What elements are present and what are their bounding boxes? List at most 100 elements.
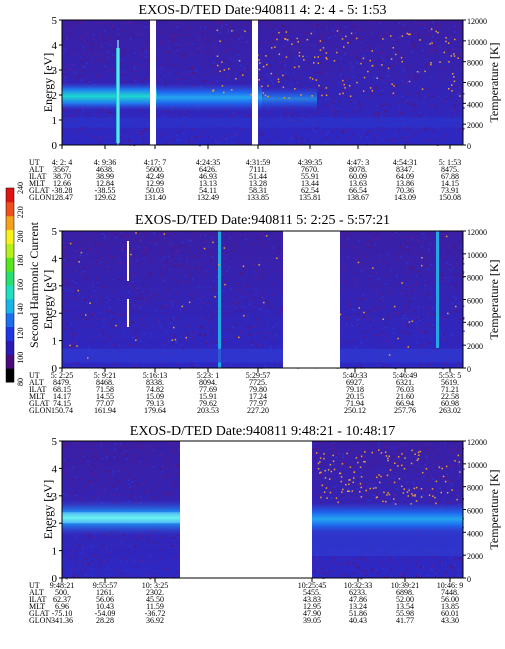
y2-tick-label: 12000: [467, 17, 487, 26]
energy-band: [62, 40, 463, 145]
colorbar: 80 100 120 140 160 180 200 220 240 Second Harmoni…: [5, 182, 41, 386]
ephemeris-table: UT 4: 2: 4 4: 9:36 4:17: 7 4:24:35 4:31:59 4:3…: [29, 158, 461, 202]
y2-tick-label: 8000: [467, 59, 483, 68]
ephemeris-row-label: GLAT: [29, 399, 50, 408]
y2-tick-label: 6000: [467, 297, 483, 306]
ephemeris-cell: 132.49: [197, 193, 219, 202]
colorbar-tick-label: 220: [16, 206, 25, 218]
y2-tick-label: 6000: [467, 80, 483, 89]
ephemeris-cell: 133.85: [247, 193, 269, 202]
ephemeris-cell: 179.64: [144, 406, 166, 415]
ephemeris-cell: 13.86: [396, 179, 414, 188]
ephemeris-row-label: GLAT: [29, 186, 50, 195]
y2-axis-label: Temperature [K]: [487, 259, 501, 339]
ephemeris-cell: 5:46:49: [393, 371, 417, 380]
ephemeris-cell: 46.93: [199, 172, 217, 181]
ephemeris-cell: 150.08: [439, 193, 461, 202]
y-axis-label: Energy [eV]: [41, 53, 55, 112]
data-gap: [150, 20, 156, 145]
ephemeris-cell: 40.43: [349, 616, 367, 625]
ephemeris-cell: -38.55: [95, 186, 116, 195]
ephemeris-row-label: ILAT: [29, 172, 46, 181]
ephemeris-cell: 71.94: [346, 399, 364, 408]
ephemeris-row-label: MLT: [29, 392, 45, 401]
ephemeris-cell: 500.: [55, 588, 69, 597]
ephemeris-cell: 62.54: [301, 186, 319, 195]
ephemeris-cell: 10:32:33: [344, 581, 372, 590]
ephemeris-row-label: UT: [29, 158, 40, 167]
ephemeris-cell: 5:16:13: [143, 371, 167, 380]
ephemeris-cell: 8468.: [96, 378, 114, 387]
ephemeris-cell: 47.90: [303, 609, 321, 618]
ephemeris-cell: 41.77: [396, 616, 414, 625]
y2-tick-label: 6000: [467, 507, 483, 516]
ephemeris-cell: 54.11: [199, 186, 217, 195]
ephemeris-cell: 58.31: [249, 186, 267, 195]
ephemeris-cell: 13.13: [199, 179, 217, 188]
ephemeris-cell: 79.18: [346, 385, 364, 394]
ephemeris-cell: 55.91: [301, 172, 319, 181]
ephemeris-cell: 28.28: [96, 616, 114, 625]
ephemeris-cell: 56.06: [96, 595, 114, 604]
y-tick-label: 4: [52, 253, 58, 265]
y2-tick-label: 2000: [467, 552, 483, 561]
y2-axis-label: Temperature [K]: [487, 42, 501, 122]
colorbar-swatch: [6, 340, 14, 355]
ephemeris-cell: 7448.: [441, 588, 459, 597]
ephemeris-cell: 47.86: [349, 595, 367, 604]
ephemeris-cell: 66.94: [396, 399, 414, 408]
ephemeris-cell: 131.40: [144, 193, 166, 202]
colorbar-tick-label: 80: [16, 378, 25, 386]
y2-tick-label: 2000: [467, 342, 483, 351]
ephemeris-cell: 13.54: [396, 602, 414, 611]
colorbar-swatch: [6, 298, 14, 314]
ephemeris-cell: 13.44: [301, 179, 319, 188]
colorbar-label: Second Harmonic Current: [27, 221, 41, 348]
colorbar-tick-label: 160: [16, 279, 25, 291]
ephemeris-row-label: GLON: [29, 406, 51, 415]
ephemeris-cell: 43.30: [441, 616, 459, 625]
panel-title: EXOS-D/TED Date:940811 9:48:21 - 10:48:1…: [130, 424, 395, 439]
y2-tick-label: 4000: [467, 319, 483, 328]
ephemeris-cell: 45.50: [146, 595, 164, 604]
y2-tick-label: 12000: [467, 438, 487, 447]
ephemeris-cell: 50.03: [146, 186, 164, 195]
ephemeris-cell: 3567.: [53, 165, 71, 174]
ephemeris-cell: 67.88: [441, 172, 459, 181]
ephemeris-cell: 43.83: [303, 595, 321, 604]
ephemeris-cell: 56.00: [441, 595, 459, 604]
ephemeris-cell: 6.96: [55, 602, 69, 611]
ephemeris-cell: 11.59: [146, 602, 164, 611]
ephemeris-cell: 5: 2:25: [51, 371, 73, 380]
ephemeris-table: UT 9:48:21 9:55:57 10: 3:25 10:25:45 10:32:33…: [29, 581, 463, 625]
temperature-points: [69, 232, 457, 359]
y-tick-label: 3: [52, 281, 58, 293]
ephemeris-cell: 77.69: [199, 385, 217, 394]
ephemeris-cell: 62.37: [53, 595, 71, 604]
ephemeris-cell: 10: 3:25: [142, 581, 168, 590]
y-tick-label: 3: [52, 65, 58, 77]
ephemeris-cell: 5: 9:21: [94, 371, 116, 380]
y-tick-label: 4: [52, 463, 58, 475]
y-tick-label: 0: [52, 573, 58, 585]
ephemeris-cell: 15.09: [146, 392, 164, 401]
ephemeris-cell: 128.47: [51, 193, 73, 202]
ephemeris-cell: 1261.: [96, 588, 114, 597]
ephemeris-cell: 79.80: [249, 385, 267, 394]
ephemeris-cell: -54.09: [95, 609, 116, 618]
ephemeris-row-label: UT: [29, 581, 40, 590]
ephemeris-cell: 4638.: [96, 165, 114, 174]
ephemeris-cell: 42.49: [146, 172, 164, 181]
ephemeris-row-label: GLON: [29, 193, 51, 202]
colorbar-swatch: [6, 257, 14, 272]
ephemeris-cell: 7111.: [249, 165, 266, 174]
ephemeris-cell: 71.21: [441, 385, 459, 394]
ephemeris-cell: 8479.: [53, 378, 71, 387]
temperature-points: [315, 449, 461, 505]
y-tick-label: 1: [52, 115, 58, 127]
ephemeris-cell: 51.44: [249, 172, 267, 181]
ephemeris-cell: 20.15: [346, 392, 364, 401]
ephemeris-cell: 161.94: [94, 406, 116, 415]
ephemeris-cell: 64.09: [396, 172, 414, 181]
